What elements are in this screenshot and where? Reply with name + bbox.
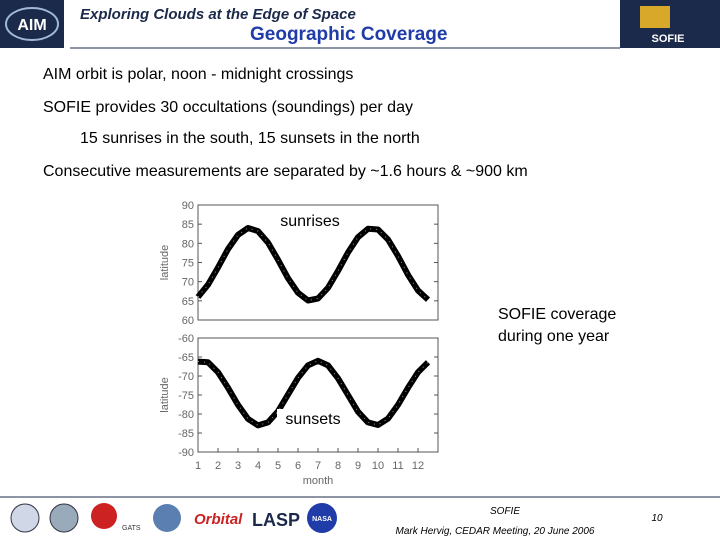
x-tick-label: 6 bbox=[295, 460, 301, 472]
x-tick-label: 5 bbox=[275, 460, 281, 472]
y-tick-label: -90 bbox=[178, 447, 194, 459]
x-tick-label: 8 bbox=[335, 460, 341, 472]
gats-logo: GATS bbox=[122, 525, 141, 532]
y-tick-label: -70 bbox=[178, 371, 194, 383]
lasp-logo: LASP bbox=[252, 510, 300, 530]
logo bbox=[10, 503, 40, 533]
nasa-logo: NASA bbox=[312, 516, 332, 523]
x-tick-label: 11 bbox=[392, 460, 403, 472]
annotation-bg bbox=[274, 211, 346, 231]
caption: during one year bbox=[498, 328, 610, 345]
bullet: AIM orbit is polar, noon - midnight cros… bbox=[43, 66, 354, 83]
x-tick-label: 4 bbox=[255, 460, 261, 472]
x-tick-label: 10 bbox=[372, 460, 384, 472]
bullet: Consecutive measurements are separated b… bbox=[43, 163, 528, 180]
y-tick-label: -80 bbox=[178, 409, 194, 421]
footer-project: SOFIE bbox=[490, 506, 520, 517]
y-tick-label: 65 bbox=[182, 296, 194, 308]
annotation-bg bbox=[277, 409, 349, 429]
slide-title: Geographic Coverage bbox=[250, 24, 448, 45]
sub-bullet: 15 sunrises in the south, 15 sunsets in … bbox=[80, 130, 420, 147]
orbital-logo: Orbital bbox=[194, 511, 243, 528]
logo bbox=[153, 504, 181, 532]
y-tick-label: 75 bbox=[182, 258, 194, 270]
caption: SOFIE coverage bbox=[498, 306, 617, 323]
y-axis-label: latitude bbox=[159, 377, 171, 412]
y-tick-label: 60 bbox=[182, 315, 194, 327]
header-bar bbox=[0, 0, 720, 48]
y-tick-label: -60 bbox=[178, 333, 194, 345]
y-tick-label: -65 bbox=[178, 352, 194, 364]
sofie-logo-sun bbox=[640, 6, 670, 28]
annotation: sunsets bbox=[285, 411, 340, 428]
sofie-logo-text: SOFIE bbox=[651, 33, 684, 45]
y-tick-label: 90 bbox=[182, 200, 194, 212]
header-art: AIM SOFIE bbox=[0, 0, 720, 49]
header-text: Exploring Clouds at the Edge of Space bbox=[80, 6, 356, 23]
logo bbox=[91, 503, 117, 529]
aim-logo-text: AIM bbox=[17, 17, 46, 34]
y-tick-label: 80 bbox=[182, 238, 194, 250]
y-axis-label: latitude bbox=[159, 245, 171, 280]
bullet: SOFIE provides 30 occultations (sounding… bbox=[43, 99, 413, 116]
x-tick-label: 3 bbox=[235, 460, 241, 472]
y-tick-label: 85 bbox=[182, 219, 194, 231]
aim-logo-ring bbox=[5, 7, 59, 41]
x-axis-label: month bbox=[303, 475, 334, 487]
logo bbox=[49, 503, 79, 533]
x-tick-label: 7 bbox=[315, 460, 321, 472]
annotation: sunrises bbox=[280, 213, 340, 230]
logo bbox=[307, 503, 337, 533]
x-tick-label: 9 bbox=[355, 460, 361, 472]
page-number: 10 bbox=[651, 513, 663, 524]
footer-art: GATS Orbital LASP NASA SOFIE Mark Hervig… bbox=[0, 496, 720, 537]
x-tick-label: 1 bbox=[195, 460, 201, 472]
coverage-line-texture bbox=[197, 360, 429, 426]
footer-meeting: Mark Hervig, CEDAR Meeting, 20 June 2006 bbox=[396, 526, 595, 537]
y-tick-label: 70 bbox=[182, 277, 194, 289]
x-tick-label: 2 bbox=[215, 460, 221, 472]
y-tick-label: -75 bbox=[178, 390, 194, 402]
x-tick-label: 12 bbox=[412, 460, 424, 472]
y-tick-label: -85 bbox=[178, 428, 194, 440]
coverage-line bbox=[195, 225, 431, 304]
